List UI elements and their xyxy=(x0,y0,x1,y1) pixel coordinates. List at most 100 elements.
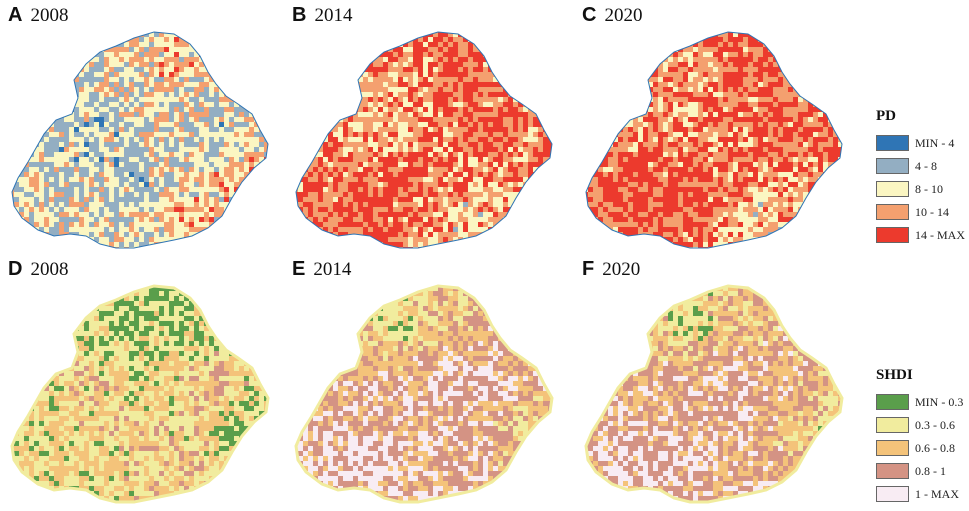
map-cell xyxy=(363,27,368,32)
map-cell xyxy=(274,242,279,247)
map-cell xyxy=(518,52,523,57)
map-cell xyxy=(49,47,54,52)
map-cell xyxy=(298,162,303,167)
map-cell xyxy=(249,202,254,207)
map-cell xyxy=(378,147,383,152)
map-cell xyxy=(239,42,244,47)
map-cell xyxy=(443,162,448,167)
map-cell xyxy=(453,52,458,57)
map-cell xyxy=(39,32,44,37)
map-cell xyxy=(179,97,184,102)
map-cell xyxy=(553,207,558,212)
map-cell xyxy=(298,52,303,57)
map-cell xyxy=(398,137,403,142)
map-cell xyxy=(428,127,433,132)
map-cell xyxy=(134,112,139,117)
map-cell xyxy=(24,237,29,242)
map-cell xyxy=(308,152,313,157)
map-cell xyxy=(79,212,84,217)
map-cell xyxy=(89,152,94,157)
map-cell xyxy=(428,72,433,77)
map-cell xyxy=(179,27,184,32)
map-cell xyxy=(44,57,49,62)
map-cell xyxy=(264,187,268,192)
map-cell xyxy=(104,152,109,157)
map-cell xyxy=(558,132,563,137)
map-cell xyxy=(209,242,214,247)
map-cell xyxy=(229,72,234,77)
map-cell xyxy=(453,157,458,162)
map-cell xyxy=(34,167,39,172)
map-cell xyxy=(159,62,164,67)
map-cell xyxy=(428,157,433,162)
map-cell xyxy=(44,157,49,162)
map-cell xyxy=(134,82,139,87)
map-cell xyxy=(553,82,558,87)
map-cell xyxy=(493,52,498,57)
map-cell xyxy=(458,202,463,207)
map-cell xyxy=(84,137,89,142)
map-cell xyxy=(12,167,14,172)
map-cell xyxy=(204,217,209,222)
map-cell xyxy=(254,187,259,192)
map-cell xyxy=(189,62,194,67)
map-cell xyxy=(259,57,264,62)
map-cell xyxy=(433,182,438,187)
map-cell xyxy=(423,192,428,197)
map-cell xyxy=(99,202,104,207)
map-cell xyxy=(328,207,333,212)
map-cell xyxy=(493,202,498,207)
map-cell xyxy=(184,132,189,137)
map-cell xyxy=(59,42,64,47)
map-cell xyxy=(463,52,468,57)
map-cell xyxy=(149,177,154,182)
map-cell xyxy=(254,147,259,152)
map-cell xyxy=(298,217,303,222)
map-cell xyxy=(159,217,164,222)
map-cell xyxy=(313,222,318,227)
map-cell xyxy=(483,112,488,117)
map-cell xyxy=(134,132,139,137)
map-cell xyxy=(249,137,254,142)
map-cell xyxy=(44,22,49,27)
map-cell xyxy=(259,112,264,117)
map-cell xyxy=(518,42,523,47)
map-cell xyxy=(513,217,518,222)
map-cell xyxy=(44,242,49,247)
map-cell xyxy=(288,137,293,142)
map-cell xyxy=(94,82,99,87)
map-cell xyxy=(423,182,428,187)
map-cell xyxy=(368,217,373,222)
map-cell xyxy=(438,107,443,112)
map-cell xyxy=(398,117,403,122)
map-cell xyxy=(358,42,363,47)
map-cell xyxy=(274,177,279,182)
map-cell xyxy=(323,52,328,57)
map-cell xyxy=(179,127,184,132)
map-cell xyxy=(428,107,433,112)
map-cell xyxy=(458,162,463,167)
map-cell xyxy=(353,72,358,77)
map-cell xyxy=(219,252,224,257)
map-cell xyxy=(129,212,134,217)
map-cell xyxy=(398,112,403,117)
map-cell xyxy=(169,237,174,242)
map-cell xyxy=(383,67,388,72)
map-cell xyxy=(348,172,353,177)
map-cell xyxy=(84,127,89,132)
map-cell xyxy=(259,52,264,57)
map-cell xyxy=(518,107,523,112)
map-cell xyxy=(363,37,368,42)
map-cell xyxy=(219,52,224,57)
map-cell xyxy=(274,107,279,112)
map-cell xyxy=(383,57,388,62)
map-cell xyxy=(259,67,264,72)
map-cell xyxy=(368,37,373,42)
map-cell xyxy=(463,177,468,182)
map-cell xyxy=(308,112,313,117)
map-cell xyxy=(74,202,79,207)
map-cell xyxy=(403,197,408,202)
map-cell xyxy=(44,97,49,102)
map-cell xyxy=(39,27,44,32)
map-cell xyxy=(44,187,49,192)
